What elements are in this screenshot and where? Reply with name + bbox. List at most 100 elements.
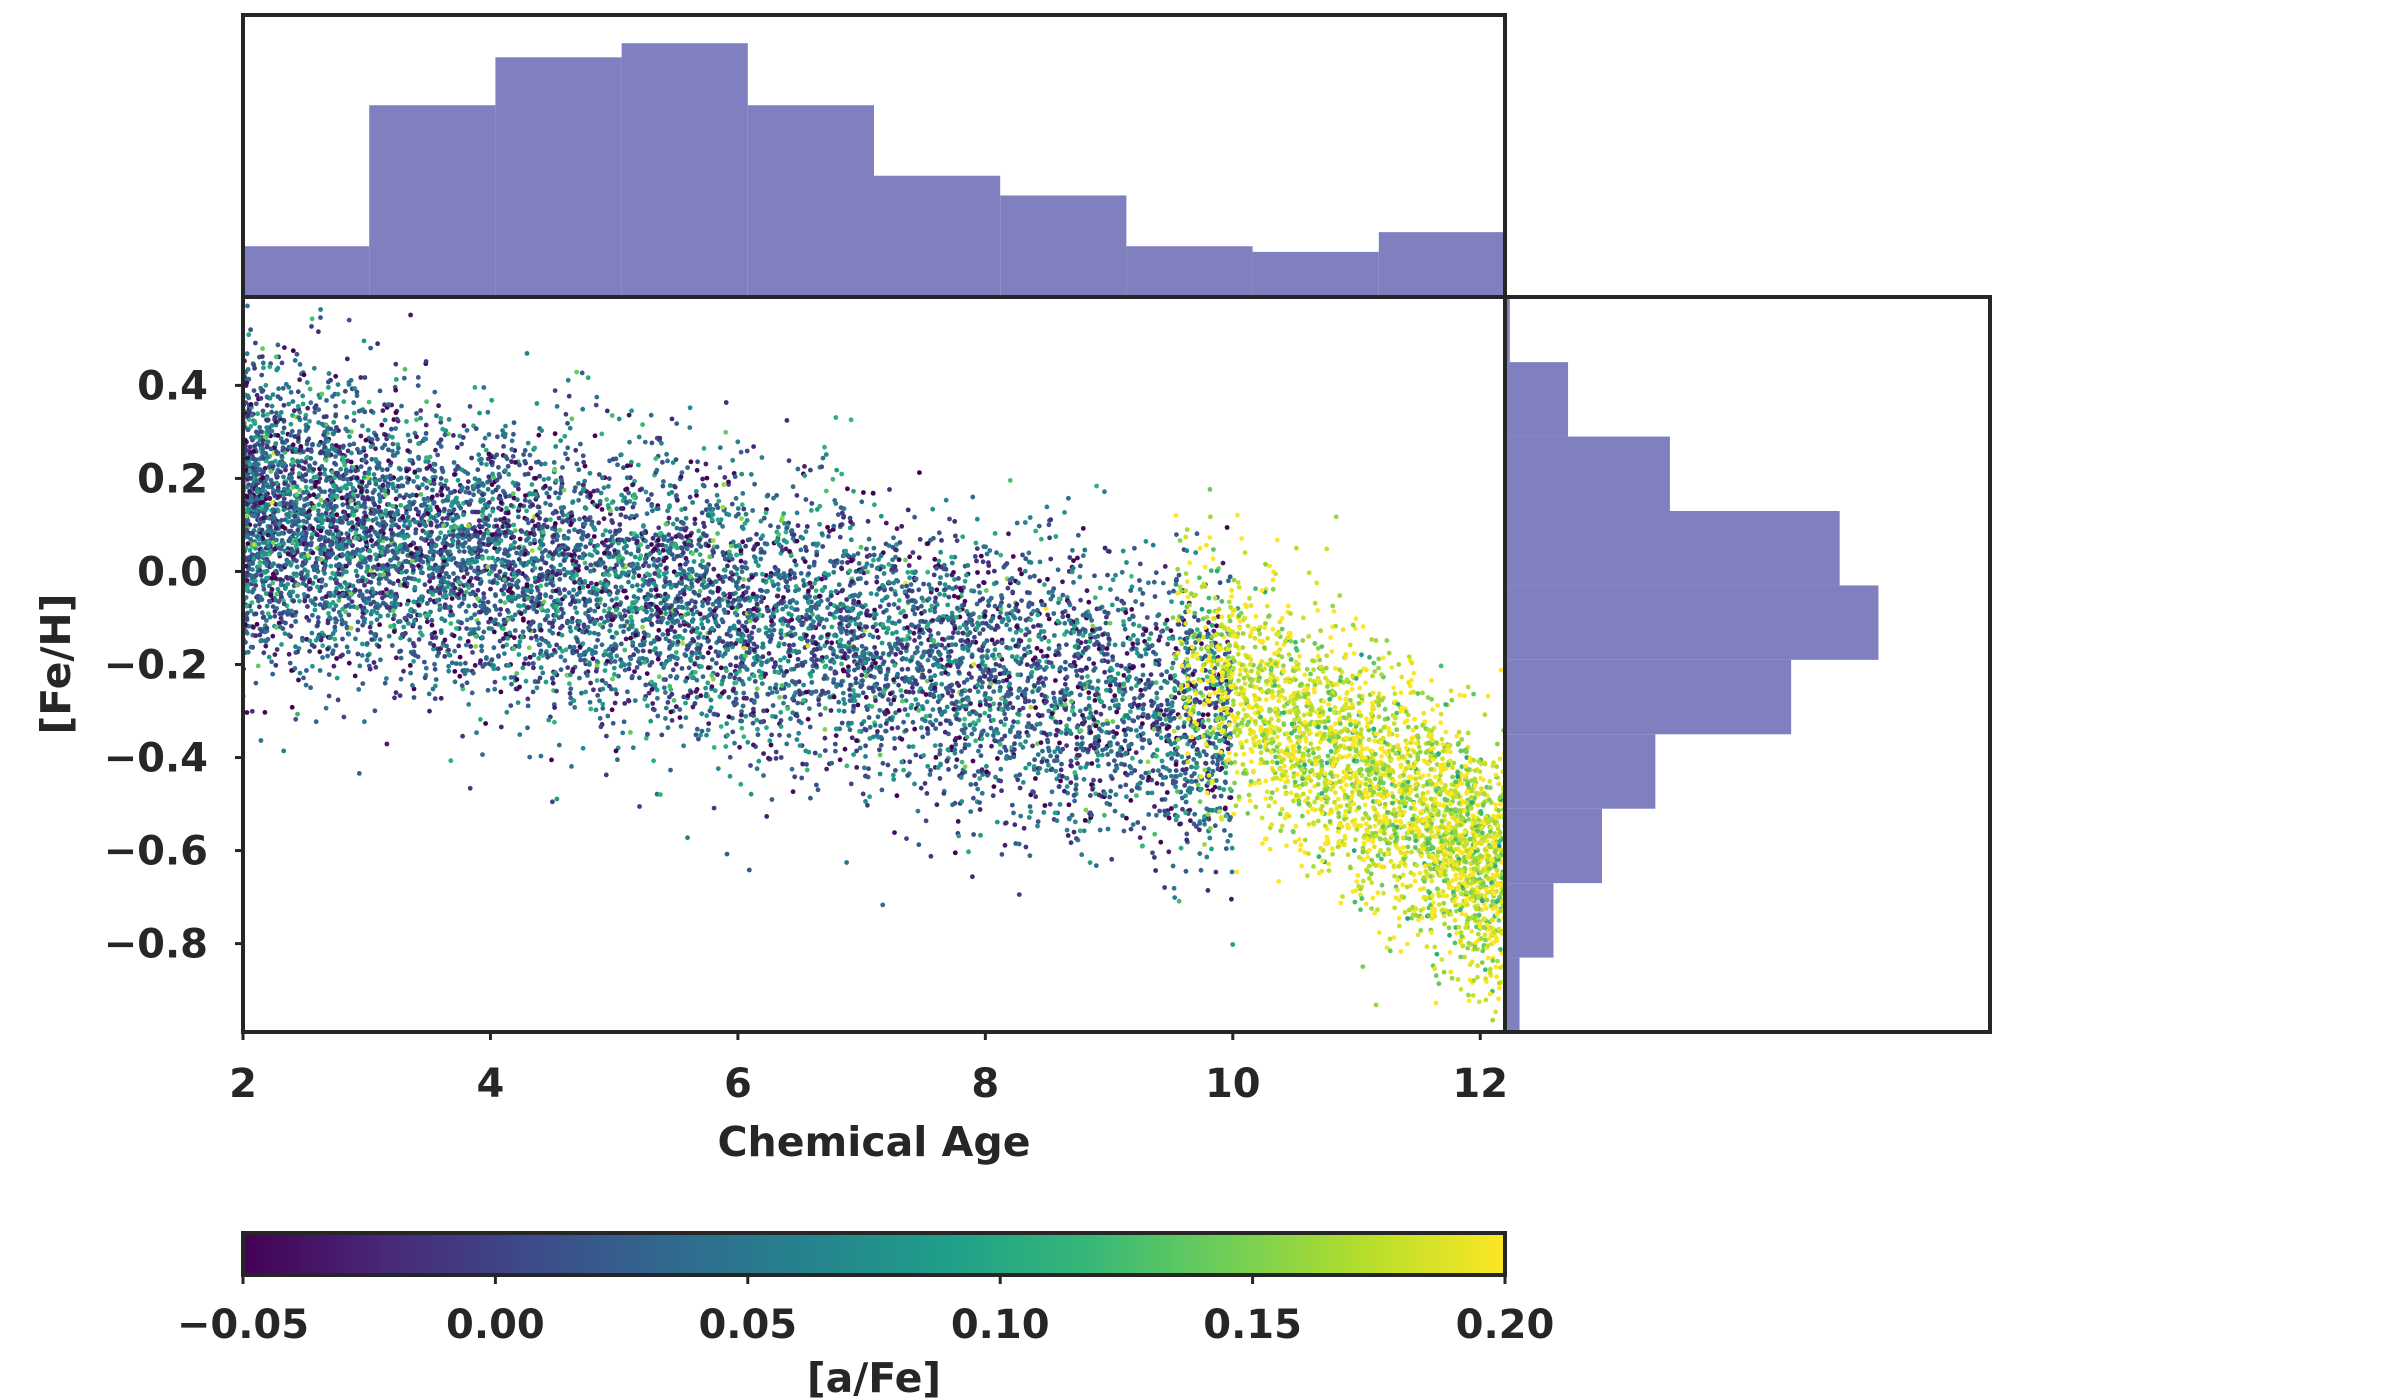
scatter-point (809, 501, 815, 506)
scatter-point (899, 667, 905, 672)
scatter-point (597, 622, 603, 628)
scatter-point (295, 532, 301, 538)
scatter-point (1042, 803, 1048, 808)
scatter-point (323, 594, 329, 600)
scatter-point (1027, 515, 1033, 520)
scatter-point (869, 563, 875, 569)
scatter-point (432, 389, 438, 395)
scatter-point (658, 610, 663, 615)
scatter-point (264, 603, 270, 609)
scatter-point (1031, 767, 1037, 772)
scatter-point (344, 569, 349, 575)
scatter-point (970, 758, 976, 764)
scatter-point (736, 511, 741, 517)
scatter-point (993, 674, 999, 680)
scatter-point (785, 658, 791, 664)
scatter-point (412, 469, 418, 475)
scatter-point (472, 385, 478, 390)
scatter-point (591, 630, 597, 636)
scatter-point (572, 548, 578, 553)
scatter-point (715, 672, 720, 678)
scatter-point (776, 587, 781, 592)
scatter-point (925, 657, 931, 663)
scatter-point (490, 496, 495, 502)
scatter-point (323, 705, 329, 711)
scatter-point (1060, 773, 1065, 779)
scatter-point (984, 551, 990, 557)
scatter-point (1191, 757, 1197, 762)
scatter-point (1031, 608, 1036, 614)
scatter-point (505, 636, 511, 641)
scatter-point (333, 454, 338, 459)
scatter-point (261, 650, 267, 656)
scatter-point (658, 600, 664, 606)
scatter-point (526, 661, 531, 667)
scatter-point (371, 472, 377, 477)
scatter-point (1037, 766, 1043, 771)
scatter-point (549, 757, 554, 763)
scatter-point (1060, 579, 1065, 585)
scatter-point (1036, 634, 1042, 639)
scatter-point (393, 426, 398, 431)
scatter-point (478, 717, 483, 722)
scatter-point (727, 754, 733, 760)
scatter-point (857, 728, 862, 734)
scatter-point (646, 563, 652, 569)
scatter-point (868, 591, 874, 596)
scatter-point (451, 433, 456, 438)
scatter-point (1083, 807, 1089, 813)
scatter-point (614, 590, 620, 596)
scatter-point (1090, 786, 1095, 792)
scatter-point (978, 743, 983, 749)
scatter-point (982, 710, 988, 716)
scatter-point (463, 642, 469, 648)
scatter-point (924, 678, 930, 684)
scatter-point (981, 673, 987, 679)
scatter-point (278, 567, 284, 572)
scatter-point (805, 643, 811, 649)
scatter-point (558, 438, 564, 443)
scatter-point (694, 467, 700, 473)
scatter-point (886, 615, 892, 620)
scatter-point (1044, 504, 1050, 510)
scatter-point (565, 456, 570, 462)
scatter-point (1092, 573, 1097, 579)
scatter-point (332, 624, 338, 630)
scatter-point (872, 607, 877, 613)
scatter-point (458, 661, 463, 667)
scatter-point (1087, 860, 1093, 865)
scatter-point (1166, 636, 1172, 641)
scatter-point (626, 569, 632, 575)
scatter-point (1047, 535, 1052, 541)
scatter-point (631, 652, 637, 658)
scatter-point (769, 732, 774, 738)
top-histogram-bars (243, 43, 1505, 298)
scatter-point (1229, 845, 1235, 851)
scatter-point (583, 544, 589, 550)
scatter-point (1218, 793, 1224, 799)
scatter-point (1033, 776, 1038, 781)
scatter-point (393, 655, 399, 661)
scatter-point (1146, 774, 1152, 780)
scatter-point (1164, 790, 1170, 795)
scatter-point (537, 622, 543, 628)
scatter-point (759, 599, 764, 605)
scatter-point (1173, 762, 1179, 767)
scatter-point (863, 743, 868, 749)
scatter-point (865, 569, 871, 575)
scatter-point (259, 610, 265, 616)
scatter-point (769, 623, 775, 628)
scatter-point (1146, 580, 1151, 586)
scatter-point (980, 559, 986, 565)
scatter-point (471, 670, 476, 676)
scatter-point (632, 669, 637, 674)
scatter-point (881, 571, 887, 576)
scatter-point (739, 712, 744, 718)
scatter-point (1088, 793, 1093, 798)
scatter-point (1060, 614, 1066, 620)
scatter-point (342, 388, 348, 394)
scatter-point (699, 664, 704, 669)
scatter-point (891, 580, 897, 586)
scatter-point (976, 748, 981, 754)
scatter-point (620, 730, 626, 736)
